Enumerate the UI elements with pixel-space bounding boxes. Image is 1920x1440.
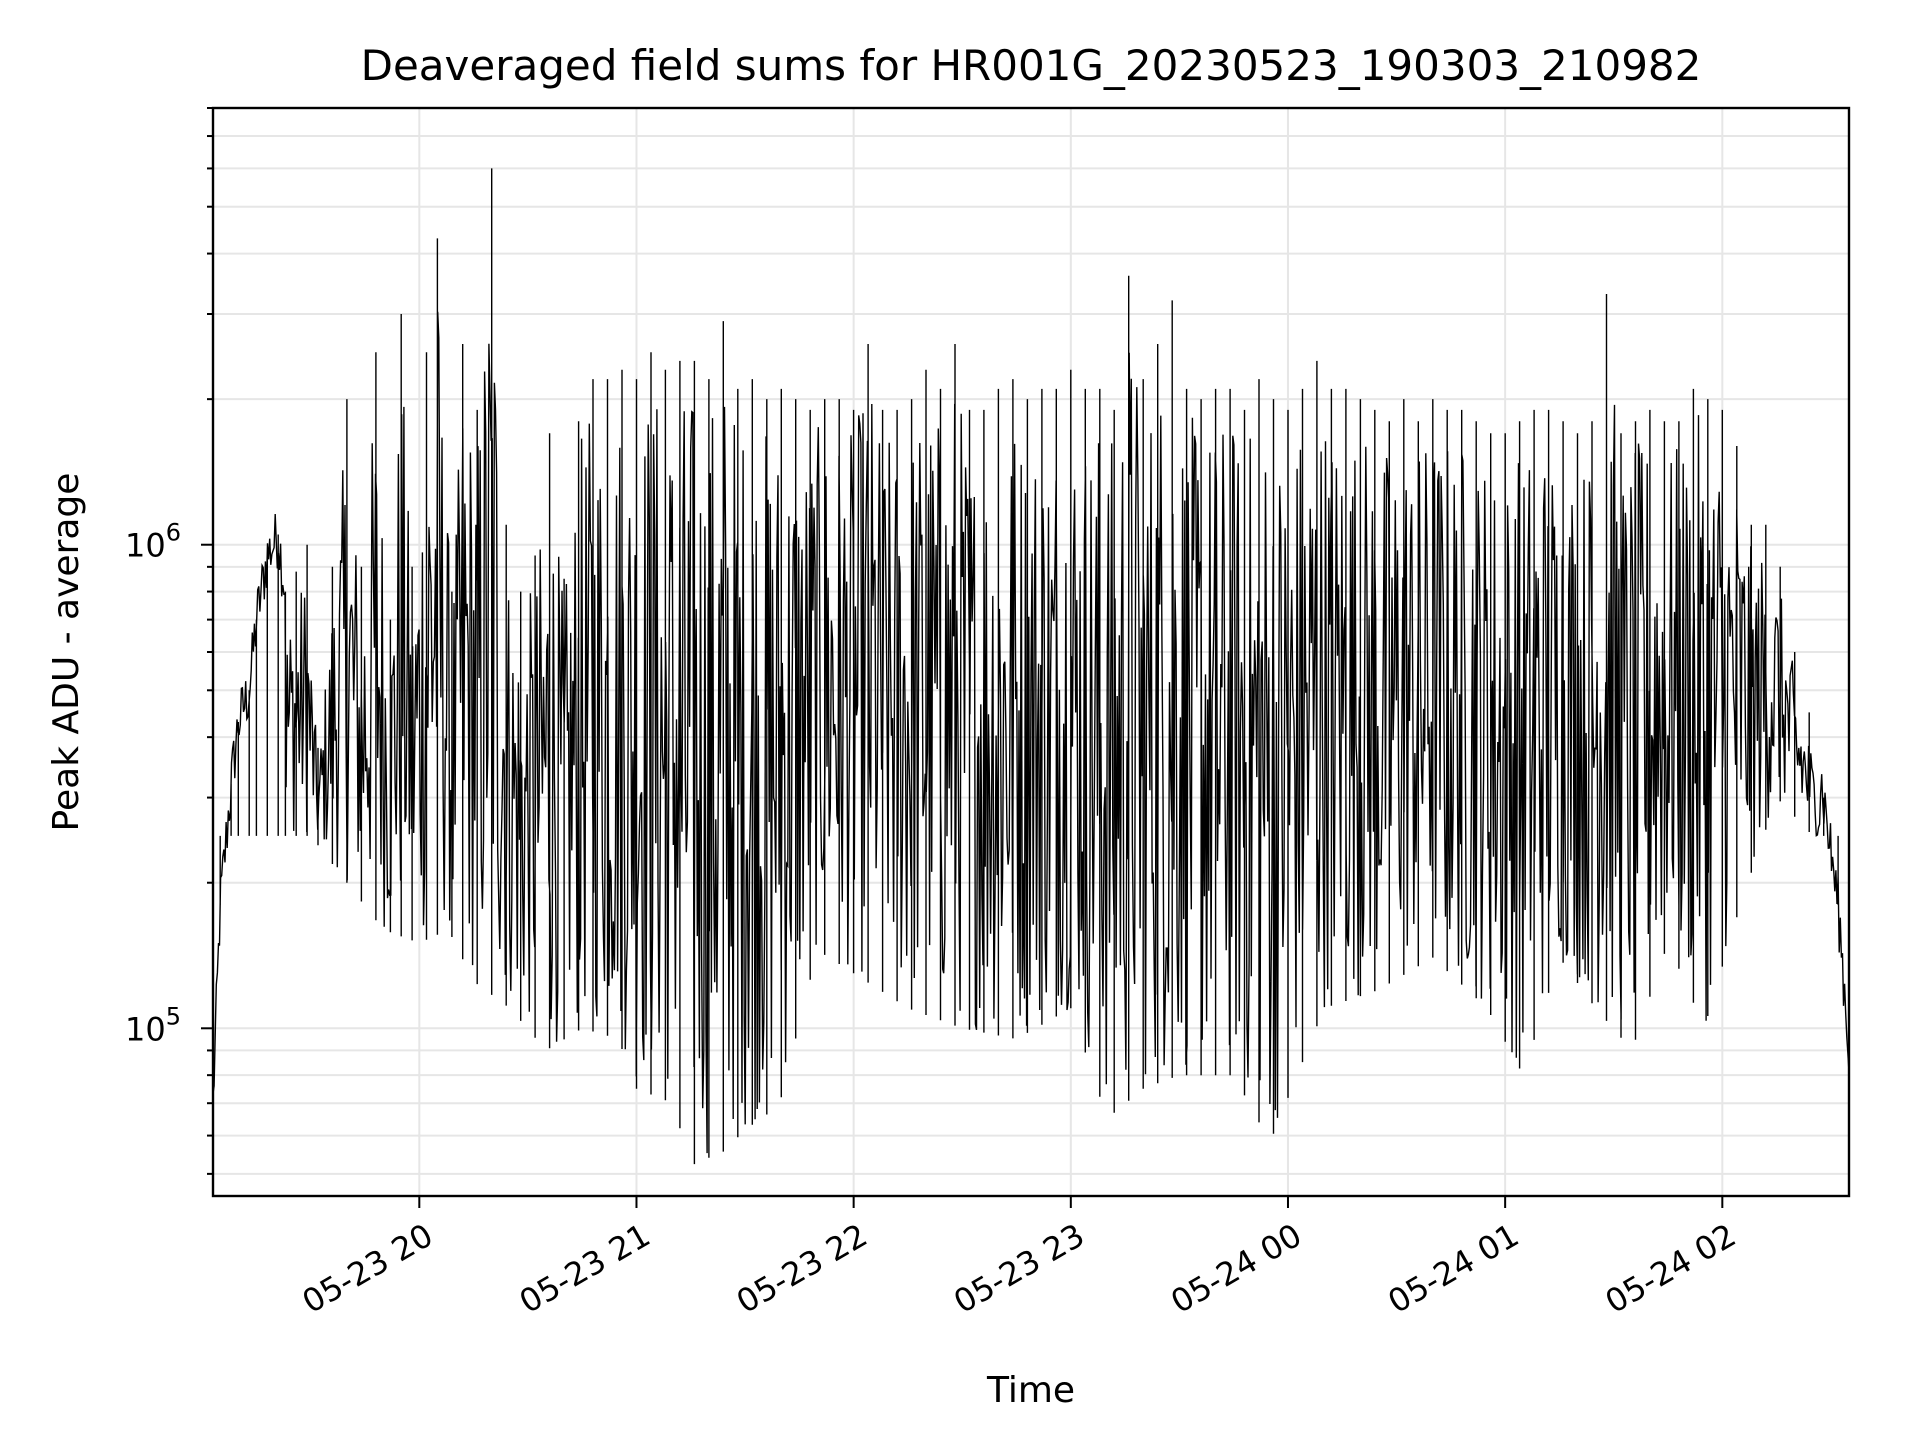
x-tick-label: 05-24 02 bbox=[1599, 1216, 1743, 1321]
x-tick-label: 05-24 00 bbox=[1164, 1216, 1308, 1321]
x-tick-label: 05-23 23 bbox=[947, 1216, 1091, 1321]
series-line-group bbox=[212, 168, 1850, 1165]
x-axis-label: Time bbox=[986, 1370, 1075, 1411]
y-axis-label: Peak ADU - average bbox=[46, 473, 87, 832]
x-tick-label: 05-23 21 bbox=[513, 1216, 657, 1321]
x-tick-label: 05-23 20 bbox=[296, 1216, 440, 1321]
chart-title: Deaveraged field sums for HR001G_2023052… bbox=[361, 41, 1702, 90]
y-tick-label: 106 bbox=[125, 519, 181, 565]
x-tick-label: 05-24 01 bbox=[1382, 1216, 1526, 1321]
x-tick-label: 05-23 22 bbox=[730, 1216, 874, 1321]
series-line bbox=[212, 168, 1850, 1165]
y-tick-label: 105 bbox=[125, 1002, 181, 1048]
